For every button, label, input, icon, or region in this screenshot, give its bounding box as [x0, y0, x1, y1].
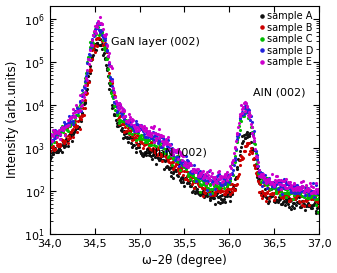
sample E: [208, 178, 212, 182]
sample E: [197, 173, 201, 177]
sample A: [208, 196, 212, 199]
Line: sample D: sample D: [48, 21, 321, 199]
sample A: [96, 43, 100, 46]
sample A: [168, 174, 173, 177]
sample E: [168, 153, 173, 157]
sample C: [48, 135, 52, 138]
sample B: [302, 204, 306, 208]
sample C: [208, 183, 212, 186]
sample B: [317, 204, 321, 207]
sample B: [208, 194, 212, 197]
Line: sample B: sample B: [48, 29, 321, 208]
sample E: [317, 188, 321, 192]
sample E: [310, 192, 314, 195]
sample C: [95, 23, 99, 27]
sample C: [254, 158, 258, 161]
sample C: [248, 114, 252, 117]
sample B: [248, 149, 252, 153]
sample B: [197, 185, 201, 188]
sample D: [208, 179, 212, 182]
Y-axis label: Intensity (arb.units): Intensity (arb.units): [5, 61, 19, 179]
sample A: [248, 131, 252, 134]
sample C: [168, 155, 173, 158]
sample B: [168, 161, 173, 164]
sample A: [254, 167, 258, 170]
sample B: [48, 149, 52, 153]
sample B: [96, 37, 100, 40]
sample A: [48, 157, 52, 161]
sample D: [317, 189, 321, 192]
sample D: [97, 28, 101, 32]
sample C: [317, 196, 321, 199]
sample E: [48, 134, 52, 138]
Text: AlN (002): AlN (002): [253, 87, 305, 97]
Line: sample E: sample E: [48, 16, 321, 195]
Text: GaN layer (002): GaN layer (002): [111, 37, 200, 47]
sample E: [96, 19, 100, 23]
sample B: [254, 170, 258, 174]
sample D: [95, 21, 99, 25]
sample C: [316, 210, 320, 213]
sample A: [317, 212, 321, 215]
sample D: [168, 153, 173, 156]
sample D: [197, 172, 201, 175]
sample E: [248, 114, 252, 117]
sample A: [97, 38, 101, 41]
sample C: [197, 179, 201, 182]
sample B: [97, 30, 101, 33]
sample D: [248, 119, 252, 122]
sample D: [254, 153, 258, 156]
X-axis label: ω–2θ (degree): ω–2θ (degree): [142, 254, 227, 268]
sample D: [312, 196, 316, 199]
sample C: [97, 34, 101, 37]
Legend: sample A, sample B, sample C, sample D, sample E: sample A, sample B, sample C, sample D, …: [258, 10, 314, 68]
sample E: [254, 155, 258, 159]
sample A: [197, 192, 201, 195]
sample D: [48, 141, 52, 144]
sample E: [97, 16, 101, 19]
Text: AlInN (002): AlInN (002): [144, 147, 207, 158]
Line: sample C: sample C: [48, 23, 321, 213]
Line: sample A: sample A: [48, 38, 321, 215]
